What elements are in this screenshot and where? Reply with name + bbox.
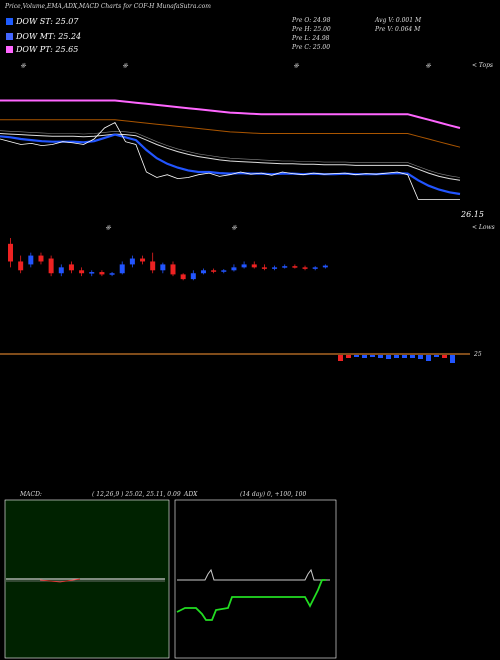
prev-low: Pre L: 24.98 xyxy=(292,35,330,42)
candle-body xyxy=(28,255,34,265)
dow-mt-value: DOW MT: 25.24 xyxy=(16,32,82,41)
candle-body xyxy=(190,273,196,280)
candle-body xyxy=(251,264,257,268)
volume-label: 25 xyxy=(474,351,482,358)
volume-bar xyxy=(410,355,415,358)
dow-st-value: DOW ST: 25.07 xyxy=(16,17,79,26)
volume-bar xyxy=(434,355,439,357)
volume-bar xyxy=(450,355,455,363)
close-line xyxy=(0,121,460,200)
volume-bar xyxy=(370,355,375,357)
candle-body xyxy=(38,255,44,262)
volume-bar xyxy=(402,355,407,358)
prev-open: Pre O: 24.98 xyxy=(292,17,331,24)
candle-body xyxy=(160,264,166,271)
candle-body xyxy=(231,267,237,271)
candle-body xyxy=(272,267,278,269)
candle-body xyxy=(221,270,227,272)
candle-body xyxy=(241,264,247,268)
candle-body xyxy=(109,273,115,275)
candle-body xyxy=(58,267,64,274)
tops-label: < Tops xyxy=(472,62,494,69)
dow-pt-value: DOW PT: 25.65 xyxy=(16,45,79,54)
candle-body xyxy=(261,267,267,269)
dow-mt-label: DOW MT: 25.24 xyxy=(6,32,81,41)
prev-volume: Pre V: 0.064 M xyxy=(375,26,421,33)
adx-label: ADX xyxy=(184,491,198,498)
candle-body xyxy=(302,267,308,269)
ema-mid-band xyxy=(0,130,461,178)
marker-2: ❈ xyxy=(293,62,300,70)
macd-histogram xyxy=(39,578,81,583)
volume-bar xyxy=(346,355,351,358)
candle-body xyxy=(150,261,156,271)
candle-body xyxy=(79,270,85,274)
volume-bar xyxy=(362,355,367,358)
volume-panel xyxy=(338,355,455,363)
candle-body xyxy=(200,270,206,274)
avg-volume: Avg V: 0.001 M xyxy=(375,17,422,24)
candle-body xyxy=(140,258,146,262)
volume-bar xyxy=(442,355,447,358)
volume-bar xyxy=(338,355,343,361)
candle-body xyxy=(129,258,135,265)
adx-params: (14 day) 0, +100, 100 xyxy=(240,491,307,498)
dow-st-label: DOW ST: 25.07 xyxy=(6,17,78,26)
marker-3: ❈ xyxy=(425,62,432,70)
prev-high: Pre H: 25.00 xyxy=(292,26,331,33)
adx-lines xyxy=(176,568,330,621)
price-panel: ❈ ❈ ❈ ❈ ❈ ❈ xyxy=(0,62,461,232)
volume-bar xyxy=(378,355,383,358)
candle-body xyxy=(170,264,176,275)
candle-body xyxy=(180,274,186,280)
adx-line xyxy=(177,568,330,581)
adx-panel xyxy=(174,499,337,659)
volume-bar xyxy=(386,355,391,359)
volume-bar xyxy=(418,355,423,359)
dow-pt-label: DOW PT: 25.65 xyxy=(6,45,78,54)
lows-label: < Lows xyxy=(472,224,495,231)
plus-di-line xyxy=(176,579,326,621)
candle-body xyxy=(211,270,217,272)
volume-bar xyxy=(426,355,431,361)
dow-mt-swatch xyxy=(6,33,13,40)
marker-5: ❈ xyxy=(231,224,238,232)
marker-1: ❈ xyxy=(122,62,129,70)
candle-body xyxy=(99,272,105,275)
ema-long-line xyxy=(0,99,461,129)
macd-label: MACD: xyxy=(20,491,42,498)
candle-body xyxy=(18,261,24,271)
prev-close: Pre C: 25.00 xyxy=(292,44,331,51)
candle-body xyxy=(89,272,95,274)
candle-body xyxy=(8,243,13,262)
candle-panel xyxy=(8,237,328,281)
ema-long-band xyxy=(0,119,461,148)
marker-0: ❈ xyxy=(20,62,27,70)
candle-body xyxy=(68,264,74,271)
ema-short-line xyxy=(0,133,461,196)
volume-bar xyxy=(394,355,399,358)
chart-title: Price,Volume,EMA,ADX,MACD Charts for COF… xyxy=(5,3,211,10)
macd-lines xyxy=(6,578,165,583)
price-right-label: 26.15 xyxy=(461,210,484,219)
dow-pt-swatch xyxy=(6,46,13,53)
candle-body xyxy=(292,266,298,268)
candle-body xyxy=(119,264,125,274)
ema-mid-line xyxy=(0,133,461,181)
candle-body xyxy=(282,266,288,268)
dow-st-swatch xyxy=(6,18,13,25)
macd-params: ( 12,26,9 ) 25.02, 25.11, 0.09 xyxy=(92,491,181,498)
marker-4: ❈ xyxy=(105,224,112,232)
volume-bar xyxy=(354,355,359,357)
candle-body xyxy=(312,267,318,269)
candle-body xyxy=(48,258,54,274)
candle-body xyxy=(322,265,328,268)
